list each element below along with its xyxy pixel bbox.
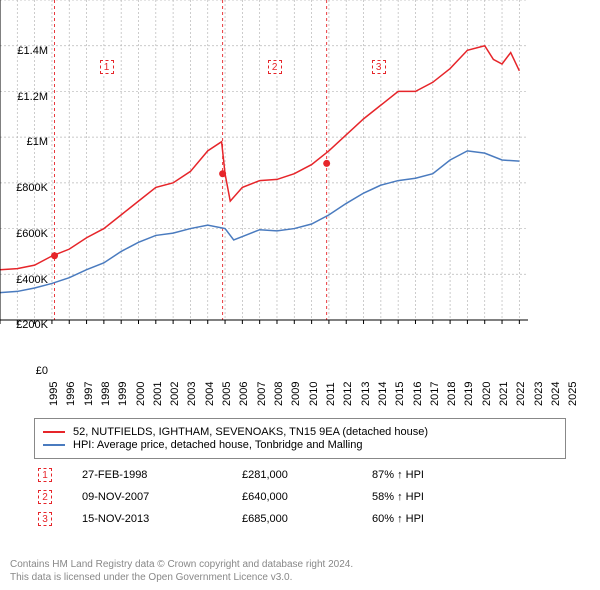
x-tick-label: 1995: [48, 382, 60, 406]
x-tick-label: 2019: [463, 382, 475, 406]
x-tick-label: 2003: [186, 382, 198, 406]
x-tick-label: 2011: [325, 382, 337, 406]
x-tick-label: 2005: [221, 382, 233, 406]
y-tick-label: £1.4M: [4, 45, 48, 57]
event-row: 1 27-FEB-1998 £281,000 87% ↑ HPI: [34, 464, 566, 486]
line-chart: [0, 0, 528, 320]
x-tick-label: 2020: [481, 382, 493, 406]
legend-item: 52, NUTFIELDS, IGHTHAM, SEVENOAKS, TN15 …: [43, 426, 557, 438]
x-tick-label: 2004: [204, 382, 216, 406]
y-tick-label: £1.2M: [4, 91, 48, 103]
event-table: 1 27-FEB-1998 £281,000 87% ↑ HPI 2 09-NO…: [34, 464, 566, 530]
footer-line: Contains HM Land Registry data © Crown c…: [10, 558, 353, 571]
x-tick-label: 2010: [308, 382, 320, 406]
event-pct: 58% ↑ HPI: [372, 491, 492, 503]
x-tick-label: 1999: [117, 382, 129, 406]
y-tick-label: £0: [4, 365, 48, 377]
footer: Contains HM Land Registry data © Crown c…: [10, 558, 353, 584]
x-tick-label: 1996: [65, 382, 77, 406]
x-tick-label: 2006: [238, 382, 250, 406]
legend-item: HPI: Average price, detached house, Tonb…: [43, 439, 557, 451]
x-tick-label: 2008: [273, 382, 285, 406]
x-tick-label: 2000: [135, 382, 147, 406]
event-marker-box: 3: [38, 512, 52, 526]
x-tick-label: 2012: [342, 382, 354, 406]
event-price: £685,000: [242, 513, 372, 525]
legend-label: 52, NUTFIELDS, IGHTHAM, SEVENOAKS, TN15 …: [73, 426, 428, 438]
sale-marker-box: 2: [268, 60, 282, 74]
x-tick-label: 2009: [290, 382, 302, 406]
legend: 52, NUTFIELDS, IGHTHAM, SEVENOAKS, TN15 …: [34, 418, 566, 459]
x-tick-label: 2025: [567, 382, 579, 406]
x-tick-label: 2002: [169, 382, 181, 406]
x-tick-label: 2001: [152, 382, 164, 406]
sale-marker-box: 1: [100, 60, 114, 74]
event-date: 15-NOV-2013: [82, 513, 242, 525]
y-tick-label: £1M: [4, 136, 48, 148]
legend-swatch: [43, 431, 65, 433]
x-tick-label: 2013: [360, 382, 372, 406]
x-tick-label: 1998: [100, 382, 112, 406]
event-price: £640,000: [242, 491, 372, 503]
event-marker-box: 2: [38, 490, 52, 504]
event-marker-box: 1: [38, 468, 52, 482]
legend-label: HPI: Average price, detached house, Tonb…: [73, 439, 362, 451]
x-tick-label: 1997: [83, 382, 95, 406]
footer-line: This data is licensed under the Open Gov…: [10, 571, 353, 584]
event-price: £281,000: [242, 469, 372, 481]
x-tick-label: 2024: [550, 382, 562, 406]
event-pct: 60% ↑ HPI: [372, 513, 492, 525]
chart-container: { "title_line1": "52, NUTFIELDS, IGHTHAM…: [0, 0, 600, 590]
x-tick-label: 2022: [515, 382, 527, 406]
x-tick-label: 2007: [256, 382, 268, 406]
legend-swatch: [43, 444, 65, 446]
y-tick-label: £800K: [4, 182, 48, 194]
y-tick-label: £600K: [4, 228, 48, 240]
y-tick-label: £200K: [4, 319, 48, 331]
event-row: 3 15-NOV-2013 £685,000 60% ↑ HPI: [34, 508, 566, 530]
event-row: 2 09-NOV-2007 £640,000 58% ↑ HPI: [34, 486, 566, 508]
x-tick-label: 2017: [429, 382, 441, 406]
event-pct: 87% ↑ HPI: [372, 469, 492, 481]
event-date: 27-FEB-1998: [82, 469, 242, 481]
x-tick-label: 2023: [533, 382, 545, 406]
sale-marker-box: 3: [372, 60, 386, 74]
x-tick-label: 2014: [377, 382, 389, 406]
x-tick-label: 2021: [498, 382, 510, 406]
x-tick-label: 2016: [412, 382, 424, 406]
event-date: 09-NOV-2007: [82, 491, 242, 503]
y-tick-label: £400K: [4, 274, 48, 286]
x-tick-label: 2015: [394, 382, 406, 406]
x-tick-label: 2018: [446, 382, 458, 406]
